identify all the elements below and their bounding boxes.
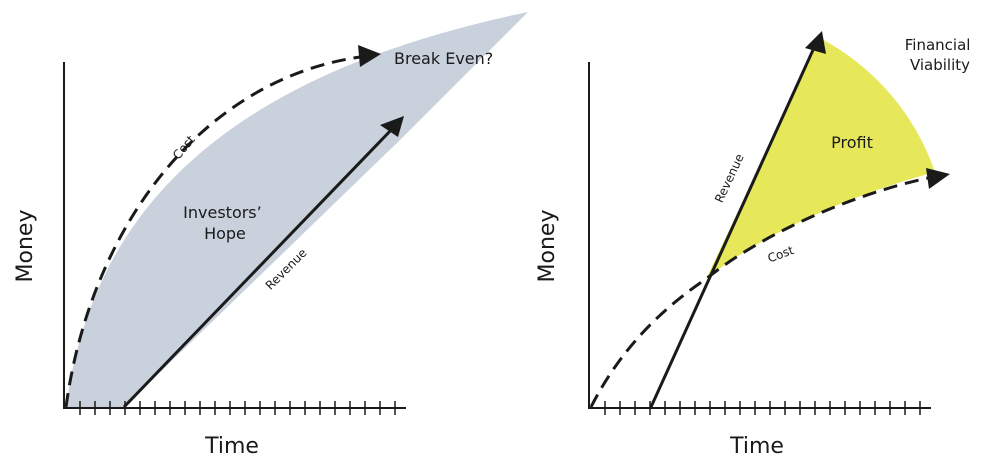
right-x-axis-label: Time xyxy=(729,434,784,459)
right-panel: Revenue Cost Profit Financial Viability … xyxy=(535,31,975,459)
left-cost-arrowhead xyxy=(358,45,381,67)
left-panel: Cost Revenue Investors’ Hope Break Even?… xyxy=(13,12,528,459)
profit-region xyxy=(706,38,935,279)
right-revenue-line xyxy=(649,49,815,408)
left-x-axis-ticks xyxy=(79,401,396,415)
right-cost-label: Cost xyxy=(766,243,796,265)
investors-hope-region xyxy=(66,12,528,407)
investors-hope-label: Investors’ Hope xyxy=(183,203,267,243)
right-revenue-arrowhead xyxy=(805,31,826,54)
profit-label: Profit xyxy=(831,133,873,152)
right-revenue-label: Revenue xyxy=(712,152,747,205)
left-cost-label: Cost xyxy=(170,132,198,162)
left-y-axis-label: Money xyxy=(13,210,38,283)
right-cost-arrowhead xyxy=(926,168,950,189)
financial-viability-label: Financial Viability xyxy=(905,36,975,74)
break-even-label: Break Even? xyxy=(394,49,493,68)
right-x-axis-ticks xyxy=(604,401,921,415)
left-revenue-line xyxy=(122,125,396,409)
left-revenue-arrowhead xyxy=(380,116,404,137)
left-x-axis-label: Time xyxy=(204,434,259,459)
right-y-axis-label: Money xyxy=(535,210,560,283)
left-cost-curve xyxy=(64,55,361,408)
